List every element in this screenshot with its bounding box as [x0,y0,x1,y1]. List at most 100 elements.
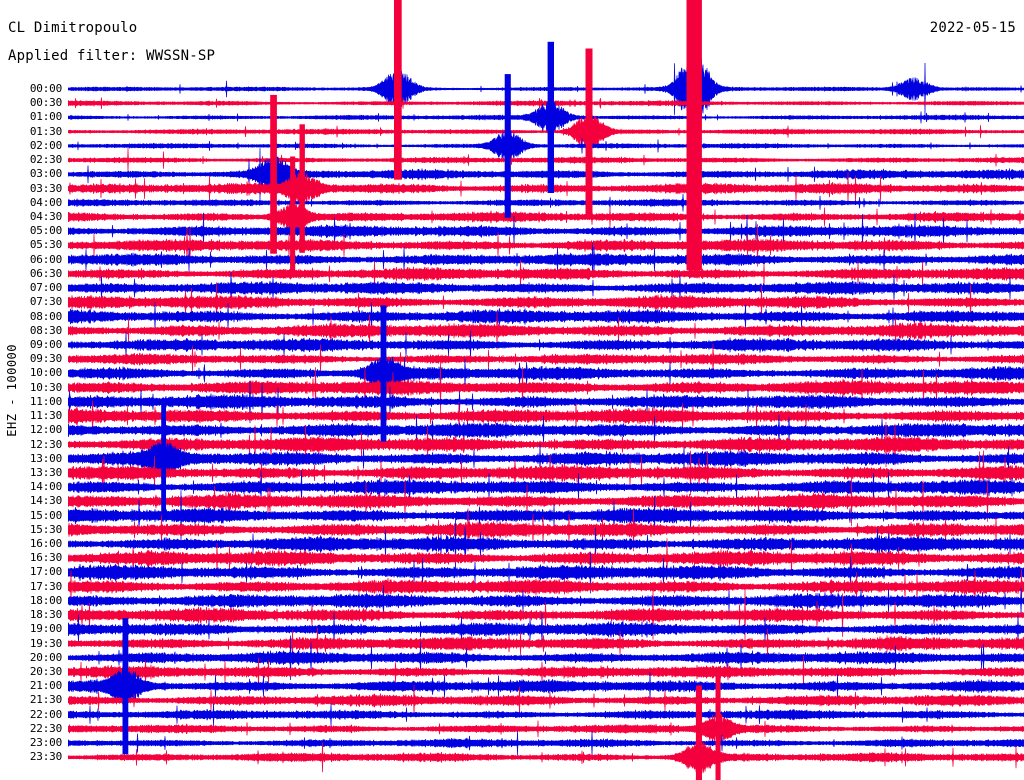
trace-row [68,508,1024,552]
trace-row [68,612,1024,647]
trace-row [68,470,1024,504]
time-axis-label: 00:30 [29,96,62,110]
event-spike [394,0,402,180]
trace-row [68,730,1024,756]
record-date: 2022-05-15 [929,20,1016,36]
time-axis-label: 19:00 [29,622,62,636]
time-axis-label: 05:00 [29,224,62,238]
seismogram-traces [68,0,1024,780]
trace-row [68,129,1024,162]
time-axis-label: 11:00 [29,394,62,408]
time-axis-label: 18:00 [29,593,62,607]
time-axis-label: 04:00 [29,195,62,209]
event-spike [270,94,277,254]
trace-row [68,740,1024,774]
time-axis-label: 04:30 [29,209,62,223]
time-axis-label: 03:00 [29,167,62,181]
trace-row [68,212,1024,250]
station-title: CL Dimitropoulo [8,20,138,36]
event-spike [122,618,129,755]
event-spike [585,48,593,215]
trace-row [68,476,1024,527]
trace-row [68,272,1024,305]
trace-row [68,627,1024,660]
time-axis-label: 22:00 [29,707,62,721]
trace-row [68,259,1024,288]
time-axis-label: 09:30 [29,352,62,366]
trace-row [68,97,1024,110]
time-axis-label: 20:30 [29,665,62,679]
time-axis-label: 12:00 [29,423,62,437]
event-spike [380,305,387,442]
time-axis-label: 03:30 [29,181,62,195]
trace-row [68,193,1024,212]
time-axis-label: 16:30 [29,551,62,565]
seismogram-plot-area [68,0,1024,780]
time-axis-label: 02:30 [29,153,62,167]
time-axis-label: 10:00 [29,366,62,380]
applied-filter-label: Applied filter: WWSSN-SP [8,48,216,64]
time-axis-label: 17:30 [29,579,62,593]
time-axis-label: 13:30 [29,465,62,479]
trace-row [68,439,1024,478]
event-spike [161,402,166,516]
event-spike [695,685,702,780]
trace-row [68,51,1024,127]
time-axis-label: 21:00 [29,679,62,693]
trace-row [68,538,1024,579]
time-axis-label: 18:30 [29,608,62,622]
time-axis-label: 15:00 [29,508,62,522]
trace-row [68,490,1024,541]
trace-row [68,148,1024,201]
time-axis-label: 09:00 [29,337,62,351]
trace-row [68,713,1024,745]
time-axis-label: 06:30 [29,266,62,280]
time-axis-label: 23:30 [29,750,62,764]
time-axis-label: 15:30 [29,522,62,536]
trace-row [68,450,1024,496]
trace-row [68,635,1024,681]
trace-row [68,551,1024,594]
event-spike [290,156,296,278]
time-axis-label: 06:00 [29,252,62,266]
time-axis-label: 02:00 [29,138,62,152]
time-axis-label: 00:00 [29,82,62,95]
time-axis-label: 01:30 [29,124,62,138]
trace-row [68,99,1024,164]
trace-row [68,421,1024,468]
trace-row [68,240,1024,279]
time-axis-label: 23:00 [29,736,62,750]
trace-row [68,100,1024,135]
event-spike [299,124,305,253]
time-axis-label: 08:30 [29,323,62,337]
time-axis-label: 14:30 [29,494,62,508]
trace-row [68,171,1024,206]
time-axis-label: 10:30 [29,380,62,394]
time-axis-label: 22:30 [29,721,62,735]
event-spike [686,0,702,271]
time-axis-label: 19:30 [29,636,62,650]
time-axis-label: 17:00 [29,565,62,579]
trace-row [68,667,1024,706]
trace-row [68,224,1024,267]
trace-row [68,516,1024,572]
time-axis-label: 16:00 [29,537,62,551]
trace-row [68,655,1024,689]
event-spike [547,41,554,193]
time-axis-label: 01:00 [29,110,62,124]
event-spike [715,668,721,780]
trace-row [68,588,1024,642]
time-axis-label: 07:00 [29,281,62,295]
time-axis-label: 08:00 [29,309,62,323]
time-axis-label: 20:00 [29,650,62,664]
trace-row [68,703,1024,727]
time-axis: 00:00 00:30 01:00 01:30 02:00 02:30 03:00 03:30… [0,0,68,780]
trace-row [68,684,1024,717]
time-axis-label: 11:30 [29,409,62,423]
trace-row [68,569,1024,605]
time-axis-label: 13:00 [29,451,62,465]
time-axis-label: 21:30 [29,693,62,707]
time-axis-label: 07:30 [29,295,62,309]
trace-row [68,148,1024,173]
